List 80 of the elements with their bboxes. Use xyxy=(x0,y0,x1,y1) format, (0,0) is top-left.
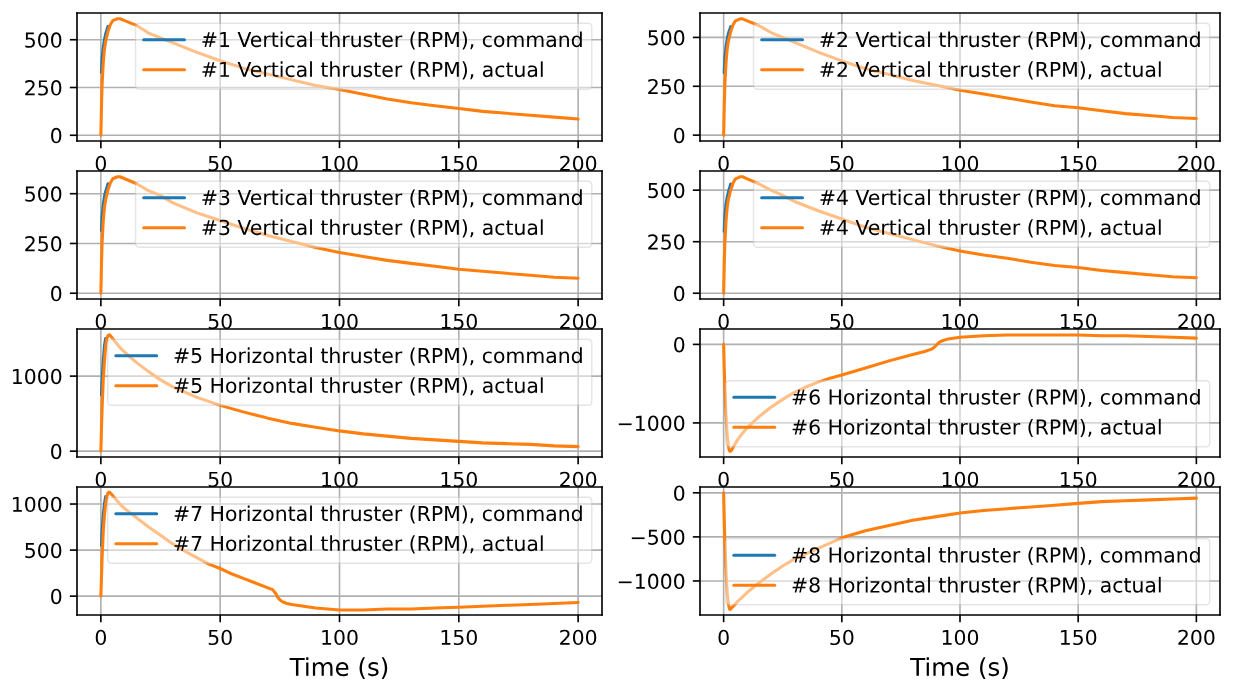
x-tick-label: 100 xyxy=(322,313,358,330)
legend-label: #1 Vertical thruster (RPM), actual xyxy=(202,61,543,80)
x-tick-label: 200 xyxy=(1178,629,1215,646)
x-tick-label: 50 xyxy=(830,155,854,172)
legend-label: #2 Vertical thruster (RPM), actual xyxy=(820,61,1161,80)
x-tick-label: 50 xyxy=(830,471,854,488)
legend-label: #8 Horizontal thruster (RPM), command xyxy=(792,546,1200,566)
legend-label: #5 Horizontal thruster (RPM), actual xyxy=(174,377,543,396)
y-tick-label: 1000 xyxy=(12,368,62,385)
x-axis-title: Time (s) xyxy=(289,657,388,680)
x-tick-label: 100 xyxy=(942,313,979,330)
y-tick-label: −1000 xyxy=(618,415,685,431)
y-tick-label: 250 xyxy=(648,78,685,95)
legend-label: #1 Vertical thruster (RPM), command xyxy=(202,31,582,50)
x-tick-label: 200 xyxy=(560,471,597,488)
x-tick-label: 50 xyxy=(208,155,232,172)
legend-label: #6 Horizontal thruster (RPM), command xyxy=(792,388,1200,408)
x-tick-label: 0 xyxy=(718,313,729,330)
legend-label: #4 Vertical thruster (RPM), actual xyxy=(820,219,1161,238)
x-tick-label: 100 xyxy=(322,155,358,172)
y-tick-label: 0 xyxy=(51,443,62,460)
y-tick-label: 0 xyxy=(674,285,685,302)
x-tick-label: 150 xyxy=(1060,313,1097,330)
legend-label: #3 Vertical thruster (RPM), command xyxy=(202,189,582,208)
x-tick-label: 0 xyxy=(718,629,729,646)
x-tick-label: 100 xyxy=(322,629,358,646)
x-tick-label: 100 xyxy=(322,471,358,488)
y-tick-label: 250 xyxy=(25,80,62,96)
x-tick-label: 150 xyxy=(441,155,477,172)
x-tick-label: 0 xyxy=(95,471,106,488)
x-tick-label: 50 xyxy=(208,313,232,330)
x-tick-label: 150 xyxy=(441,313,477,330)
y-tick-label: 500 xyxy=(25,32,62,48)
y-tick-label: 0 xyxy=(674,485,685,501)
x-tick-label: 0 xyxy=(95,155,106,172)
legend-label: #7 Horizontal thruster (RPM), actual xyxy=(174,535,543,554)
legend-label: #6 Horizontal thruster (RPM), actual xyxy=(792,418,1161,438)
x-tick-label: 100 xyxy=(942,155,979,172)
y-tick-label: −1000 xyxy=(618,573,685,590)
x-tick-label: 50 xyxy=(830,629,854,646)
x-tick-label: 150 xyxy=(1060,629,1097,646)
x-tick-label: 0 xyxy=(95,313,106,330)
legend-label: #5 Horizontal thruster (RPM), command xyxy=(174,347,582,366)
y-tick-label: 1000 xyxy=(12,496,62,513)
x-tick-label: 50 xyxy=(830,313,854,330)
y-tick-label: −500 xyxy=(631,529,685,545)
y-tick-label: 0 xyxy=(51,285,62,302)
x-tick-label: 50 xyxy=(208,629,232,646)
x-tick-label: 0 xyxy=(95,629,106,646)
x-tick-label: 150 xyxy=(1060,471,1097,488)
x-axis-title: Time (s) xyxy=(910,657,1008,680)
x-tick-label: 100 xyxy=(942,629,979,646)
y-tick-label: 250 xyxy=(25,236,62,252)
x-tick-label: 150 xyxy=(441,629,477,646)
x-tick-label: 0 xyxy=(718,155,729,172)
x-tick-label: 200 xyxy=(1178,471,1215,488)
y-tick-label: 0 xyxy=(51,588,62,605)
y-tick-label: 0 xyxy=(51,127,62,144)
legend-label: #2 Vertical thruster (RPM), command xyxy=(820,31,1200,50)
x-tick-label: 200 xyxy=(560,629,597,646)
x-tick-label: 200 xyxy=(1178,313,1215,330)
legend-label: #4 Vertical thruster (RPM), command xyxy=(820,189,1200,208)
y-tick-label: 500 xyxy=(25,542,62,559)
x-tick-label: 150 xyxy=(441,471,477,488)
x-tick-label: 200 xyxy=(1178,155,1215,172)
y-tick-label: 500 xyxy=(25,186,62,202)
legend-label: #8 Horizontal thruster (RPM), actual xyxy=(792,576,1161,596)
legend-label: #3 Vertical thruster (RPM), actual xyxy=(202,219,543,238)
y-tick-label: 500 xyxy=(648,30,685,46)
x-tick-label: 200 xyxy=(560,313,597,330)
legend-label: #7 Horizontal thruster (RPM), command xyxy=(174,505,582,524)
x-tick-label: 100 xyxy=(942,471,979,488)
x-tick-label: 0 xyxy=(718,471,729,488)
x-tick-label: 150 xyxy=(1060,155,1097,172)
y-tick-label: 250 xyxy=(648,234,685,250)
y-tick-label: 500 xyxy=(648,182,685,199)
y-tick-label: 0 xyxy=(674,337,685,353)
y-tick-label: 0 xyxy=(674,127,685,144)
x-tick-label: 50 xyxy=(208,471,232,488)
x-tick-label: 200 xyxy=(560,155,597,172)
